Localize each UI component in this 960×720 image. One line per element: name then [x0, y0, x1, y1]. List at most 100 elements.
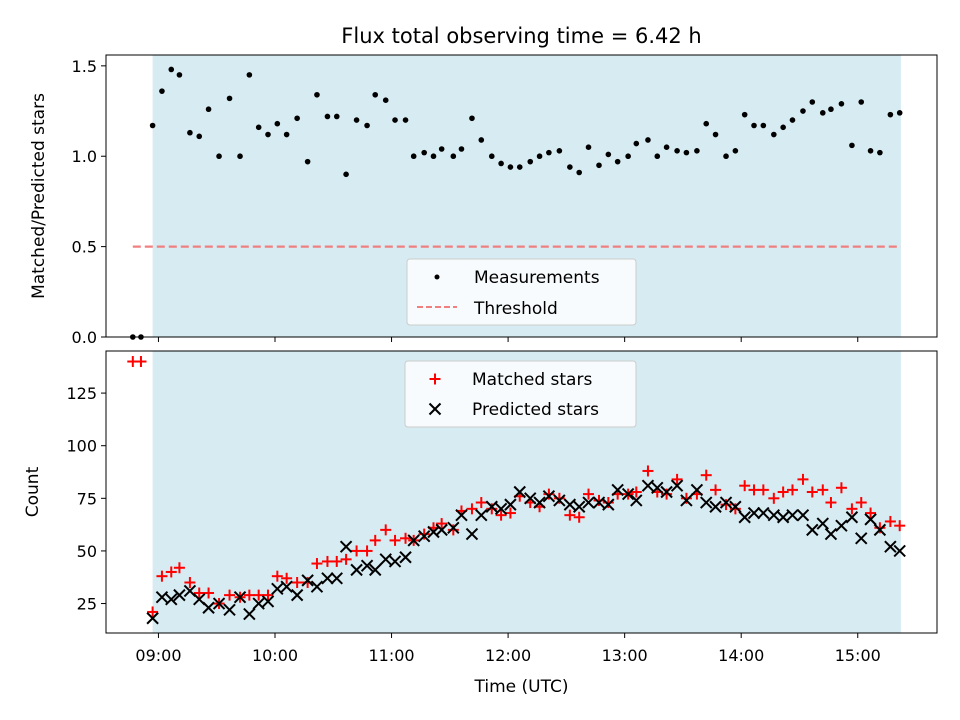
predicted-point	[435, 523, 448, 537]
ratio-panel: 0.0 0.5 1.0 1.5 Flux total observing time =…	[29, 24, 938, 347]
measurement-point	[498, 160, 504, 167]
predicted-point	[252, 597, 265, 610]
predicted-point	[786, 508, 799, 522]
predicted-point	[630, 494, 643, 507]
measurement-point	[694, 148, 700, 154]
predicted-point	[660, 485, 673, 499]
ratio-y-axis-label: Matched/Predicted stars	[29, 93, 49, 299]
matched-point	[173, 562, 185, 574]
matched-point	[602, 497, 614, 509]
predicted-point	[261, 595, 275, 608]
predicted-point	[806, 523, 819, 537]
matched-point	[224, 589, 236, 601]
predicted-point	[700, 496, 713, 509]
measurement-point	[789, 117, 796, 123]
predicted-point	[485, 500, 498, 513]
legend-threshold-label: Threshold	[473, 299, 558, 319]
predicted-point	[399, 551, 412, 564]
predicted-point	[893, 544, 906, 558]
measurement-point	[780, 124, 786, 131]
measurement-point	[585, 144, 592, 150]
matched-point	[369, 534, 381, 546]
predicted-point	[417, 529, 431, 543]
measurement-point	[283, 131, 290, 138]
measurement-point	[176, 72, 183, 78]
predicted-point	[553, 494, 566, 507]
matched-point	[147, 606, 159, 618]
measurement-point	[469, 115, 475, 122]
y-tick-label: 100	[66, 437, 97, 456]
measurement-point	[576, 169, 582, 176]
predicted-point	[680, 494, 693, 507]
predicted-point	[513, 485, 526, 499]
matched-point	[302, 576, 314, 588]
measurement-point	[226, 95, 233, 102]
measurement-point	[556, 148, 563, 154]
y-tick-label: 125	[66, 384, 97, 403]
matched-point	[777, 486, 789, 498]
predicted-point	[290, 588, 304, 602]
matched-point	[351, 545, 363, 557]
measurement-point	[723, 153, 729, 160]
y-tick-label: 0.5	[72, 238, 97, 257]
measurement-point	[896, 110, 903, 116]
predicted-point	[271, 582, 284, 596]
predicted-point	[864, 513, 877, 526]
measurement-point	[625, 153, 631, 160]
predicted-point	[165, 593, 178, 606]
predicted-point	[738, 511, 751, 524]
measurement-point	[751, 122, 757, 129]
predicted-point	[835, 519, 848, 532]
measurement-point	[372, 91, 379, 98]
x-tick-label: 10:00	[252, 646, 298, 665]
matched-point	[720, 499, 732, 511]
matched-point	[884, 515, 896, 527]
measurement-point	[168, 66, 175, 73]
measurement-point	[633, 140, 640, 147]
matched-point	[253, 589, 265, 601]
predicted-point	[641, 479, 655, 492]
measurement-point	[314, 91, 320, 98]
predicted-point	[611, 483, 624, 497]
matched-point	[418, 528, 430, 540]
measurement-point	[809, 99, 816, 105]
count-panel: 25 50 75 100 125 09:00 10:00 11:00 12:00 13:00 14…	[23, 350, 938, 697]
measurement-point	[149, 122, 156, 129]
predicted-point	[494, 502, 508, 516]
matched-point	[786, 484, 798, 496]
matched-point	[495, 509, 507, 521]
matched-point	[846, 503, 858, 515]
matched-point	[855, 497, 867, 509]
measurement-point	[877, 149, 883, 156]
measurement-point	[858, 99, 865, 105]
measurement-point	[364, 122, 370, 129]
predicted-point	[690, 483, 704, 497]
predicted-point	[884, 540, 897, 553]
predicted-point	[729, 500, 742, 513]
measurement-point	[819, 110, 826, 116]
y-tick-label: 50	[77, 542, 97, 561]
ratio-panel-frame	[105, 54, 938, 338]
measurement-point	[478, 137, 485, 143]
predicted-point	[542, 490, 556, 503]
matched-point	[262, 589, 274, 601]
matched-point	[543, 488, 555, 500]
measurement-point	[760, 122, 767, 129]
predicted-point	[146, 612, 159, 625]
measurement-point	[392, 117, 398, 123]
measurement-point	[450, 153, 457, 160]
measurement-point	[410, 153, 417, 160]
predicted-point	[233, 591, 247, 604]
predicted-point	[173, 588, 186, 602]
legend-predicted-marker	[428, 402, 442, 416]
predicted-point	[592, 496, 606, 509]
matched-point	[564, 509, 576, 521]
matched-point	[203, 587, 215, 599]
measurement-point	[294, 115, 300, 122]
measurement-point	[674, 148, 680, 154]
predicted-point	[621, 487, 635, 501]
matched-point	[311, 558, 323, 570]
matched-point	[331, 555, 343, 567]
predicted-point	[447, 521, 460, 534]
